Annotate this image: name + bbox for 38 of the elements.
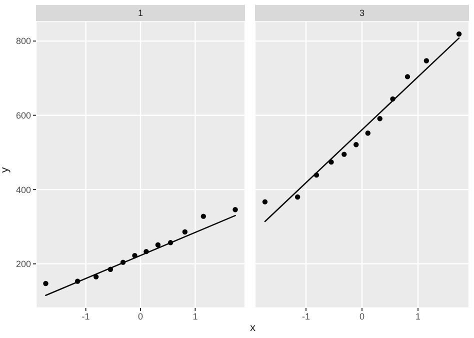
point xyxy=(424,58,430,64)
x-tick-label: -1 xyxy=(82,311,90,322)
point xyxy=(93,274,99,280)
point xyxy=(168,240,174,246)
point xyxy=(200,214,206,219)
x-tick-label: 0 xyxy=(138,311,144,322)
x-tick-label: 1 xyxy=(416,311,421,322)
point xyxy=(328,159,334,165)
x-axis-title: x xyxy=(250,322,256,334)
point xyxy=(132,253,138,258)
point xyxy=(155,242,161,248)
point xyxy=(43,280,48,286)
point xyxy=(232,207,238,212)
point xyxy=(144,248,149,254)
y-tick-label: 400 xyxy=(16,184,31,195)
chart-title: 1 xyxy=(36,5,245,21)
point xyxy=(74,278,80,284)
y-tick-label: 200 xyxy=(16,259,31,270)
y-axis-title: y xyxy=(0,167,11,173)
point xyxy=(456,31,462,37)
y-tick-label: 600 xyxy=(16,110,31,120)
point xyxy=(365,130,370,136)
chart-title: 3 xyxy=(255,5,469,21)
point xyxy=(120,260,126,265)
x-tick-label: -1 xyxy=(302,311,310,322)
point xyxy=(377,116,382,122)
point xyxy=(354,142,359,148)
point xyxy=(404,74,410,80)
y-tick-label: 800 xyxy=(16,36,31,46)
point xyxy=(314,172,320,178)
x-tick-label: 0 xyxy=(359,311,365,322)
point xyxy=(390,96,396,102)
point xyxy=(262,199,268,204)
point xyxy=(342,152,347,157)
point xyxy=(108,266,114,272)
x-tick-label: 1 xyxy=(192,311,198,322)
point xyxy=(294,194,300,200)
point xyxy=(182,229,188,234)
